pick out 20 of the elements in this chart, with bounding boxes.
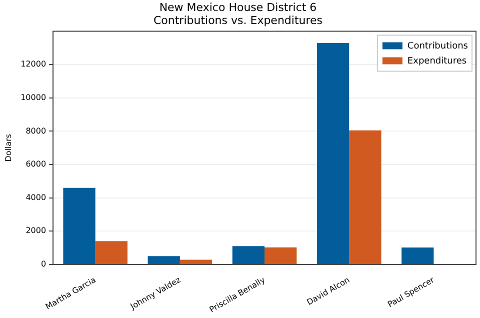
y-tick-label: 8000 (26, 126, 46, 136)
y-tick-label: 12000 (20, 60, 46, 69)
chart-title: New Mexico House District 6 Contributions vs. Expenditures (153, 1, 323, 27)
y-tick-label: 6000 (26, 160, 46, 169)
bar (316, 42, 350, 264)
y-tick-label: 2000 (26, 226, 46, 236)
y-tick-label: 4000 (26, 192, 46, 202)
bar (148, 256, 180, 264)
bar (232, 246, 265, 264)
bar (95, 241, 128, 264)
bar (402, 247, 434, 264)
y-tick-label: 0 (40, 260, 46, 269)
legend-label: Expenditures (407, 56, 467, 67)
bar (349, 130, 382, 264)
bar (180, 260, 212, 264)
bar (63, 188, 96, 264)
y-tick-label: 10000 (20, 92, 46, 102)
y-axis-title: Dollars (4, 134, 13, 162)
bar (264, 247, 297, 264)
legend-label: Contributions (407, 42, 468, 52)
